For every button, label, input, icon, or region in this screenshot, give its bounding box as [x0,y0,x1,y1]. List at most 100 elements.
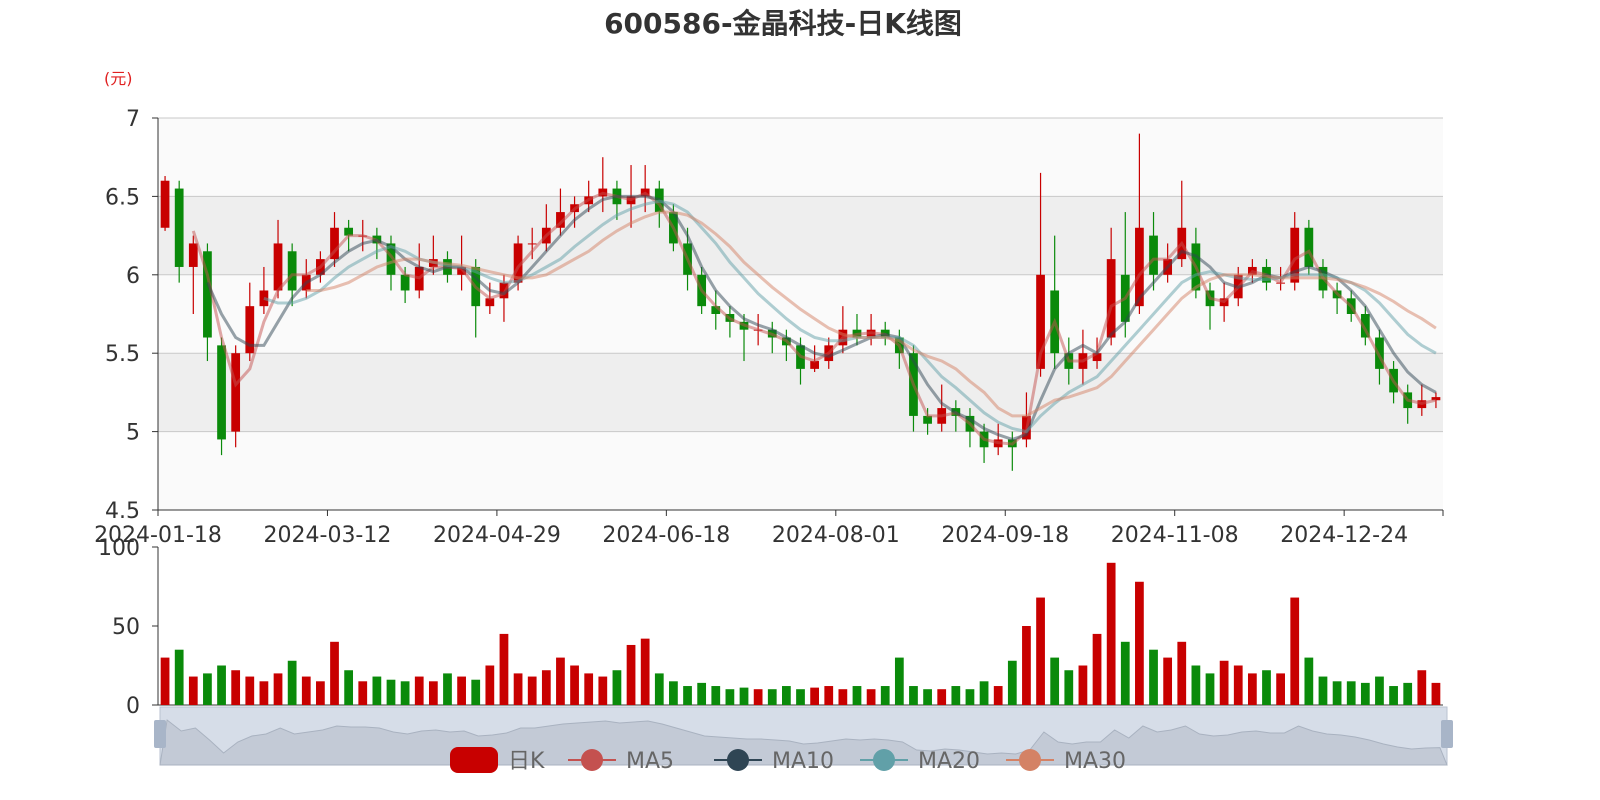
volume-bar [1106,562,1116,705]
volume-bar [626,644,636,705]
candle-body [386,243,396,275]
candle-body [1106,259,1116,338]
volume-bar [1360,682,1370,705]
volume-bar [866,689,876,705]
candle-body [344,227,354,236]
candle-body [1360,314,1370,338]
x-tick-label: 2024-11-08 [1111,523,1239,548]
split-area [158,431,1443,510]
volume-bar [767,689,777,705]
volume-bar [527,676,537,705]
x-tick-label: 2024-12-24 [1280,523,1408,548]
volume-bar [1247,673,1257,705]
volume-bar [669,681,678,705]
volume-bar [428,681,438,705]
volume-bar [584,673,594,705]
volume-bar [852,686,862,705]
legend-icon [450,747,498,773]
legend-item[interactable]: MA5 [568,749,674,774]
volume-bar [1149,649,1158,705]
candle-body [1431,397,1441,401]
volume-bar [654,673,664,705]
volume-bar [1219,660,1229,705]
x-tick-label: 2024-06-18 [602,523,730,548]
volume-bar [188,676,198,705]
candle-body [1290,227,1300,283]
legend-item[interactable]: MA10 [714,749,834,774]
volume-bar [979,681,989,705]
split-area [158,196,1443,275]
volume-bar [612,670,622,705]
volume-bar [1007,660,1017,705]
volume-bar [753,689,763,705]
candle-body [1304,227,1314,267]
candle-body [1135,227,1144,307]
volume-bar [1290,597,1300,705]
volume-bar [485,665,495,705]
candle-body [923,415,932,424]
volume-bar [245,676,255,705]
x-tick-label: 2024-01-18 [94,523,222,548]
volume-bar [273,673,283,705]
legend-label: MA20 [918,749,980,774]
volume-bar [640,638,650,705]
volume-bar [570,665,579,705]
candle-body [273,243,283,291]
y-tick-label: 5.5 [105,342,140,367]
volume-bar [556,657,565,705]
volume-bar [1022,626,1031,705]
ma-line [306,210,1437,418]
volume-y-tick-label: 100 [98,536,140,561]
candle-body [556,212,565,228]
volume-bar [782,686,791,705]
volume-bar [1120,641,1130,705]
volume-bar [598,676,608,705]
candle-body [231,353,241,432]
legend-label: MA5 [626,749,674,774]
volume-bar [1346,681,1356,705]
legend-item[interactable]: MA20 [860,749,980,774]
volume-bar [316,681,325,705]
volume-bar [471,679,481,705]
candle-body [711,306,721,314]
volume-bar [160,657,170,705]
volume-bar [203,673,212,705]
volume-bar [1078,665,1088,705]
volume-bar [457,676,466,705]
volume-bar [1318,676,1328,705]
volume-bar [1403,682,1413,705]
volume-bar [1163,657,1173,705]
volume-bar [174,649,184,705]
legend-icon-dot [581,749,603,771]
volume-bar [287,660,297,705]
candle-body [174,188,184,267]
legend-icon-dot [727,749,749,771]
legend-label: MA30 [1064,749,1126,774]
legend-icon-dot [1019,749,1041,771]
candle-body [217,345,226,440]
y-tick-label: 7 [126,107,140,132]
legend-item[interactable]: 日K [450,747,545,774]
volume-bar [513,673,523,705]
ma-line [191,191,1437,446]
y-tick-label: 6 [126,264,140,289]
ma-line [206,194,1437,441]
volume-bar [217,665,226,705]
volume-bar [499,633,509,705]
volume-bar [894,657,904,705]
candle-body [1149,235,1158,275]
volume-bar [1050,657,1060,705]
zoom-handle-left[interactable] [154,720,166,748]
candle-body [287,251,297,291]
volume-bar [344,670,354,705]
volume-bar [443,673,452,705]
volume-bar [1276,673,1285,705]
legend-item[interactable]: MA30 [1006,749,1126,774]
volume-bar [231,670,241,705]
volume-bar [824,686,834,705]
volume-bar [386,679,396,705]
zoom-handle-right[interactable] [1441,720,1453,748]
